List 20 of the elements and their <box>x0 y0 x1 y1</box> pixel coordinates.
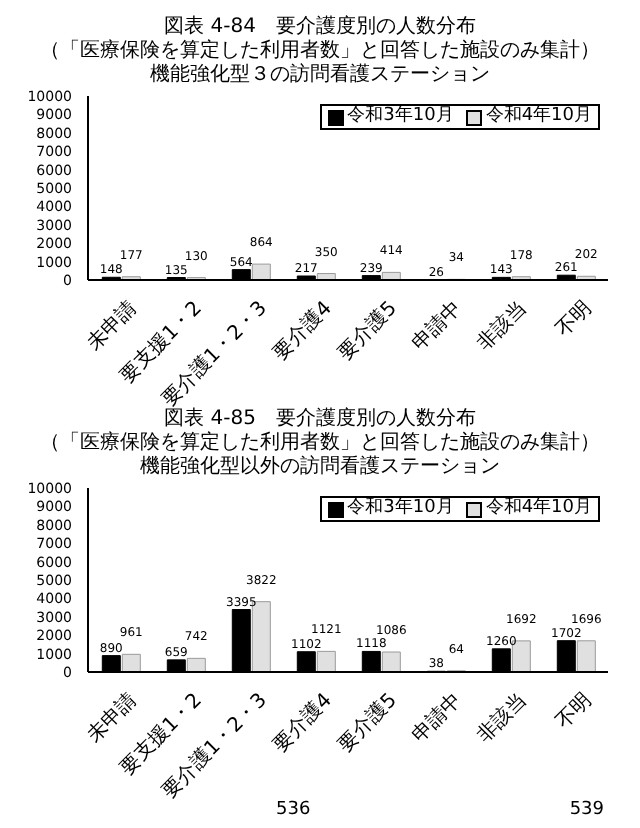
x-tick-label: 申請中 <box>407 296 467 356</box>
x-tick-label: 要介護5 <box>333 296 402 365</box>
legend-label: 令和3年10月 <box>347 498 454 520</box>
x-tick-label: 不明 <box>552 297 597 342</box>
x-tick-label: 要介護5 <box>333 688 402 757</box>
x-tick-label: 非該当 <box>472 296 532 356</box>
text: 539 <box>569 800 604 822</box>
x-tick-label: 要介護4 <box>268 296 337 365</box>
chart-subtitle: （「医療保険を算定した利用者数」と回答した施設のみ集計）機能強化型以外の訪問看護ステーション <box>38 432 602 480</box>
x-tick-label: 非該当 <box>472 688 532 748</box>
text: 536 <box>276 800 311 822</box>
x-tick-label: 要介護4 <box>268 688 337 757</box>
chart-subtitle: （「医療保険を算定した利用者数」と回答した施設のみ集計）機能強化型３の訪問看護ステーション <box>38 40 602 88</box>
chart-title: 図表 4-85 要介護度別の人数分布 <box>162 408 478 431</box>
x-tick-label: 不明 <box>552 689 597 734</box>
x-tick-label: 申請中 <box>407 688 467 748</box>
chart-title: 図表 4-84 要介護度別の人数分布 <box>162 16 478 39</box>
legend-label: 令和4年10月 <box>485 498 592 520</box>
legend-label: 令和4年10月 <box>485 106 592 128</box>
legend-label: 令和3年10月 <box>347 106 454 128</box>
